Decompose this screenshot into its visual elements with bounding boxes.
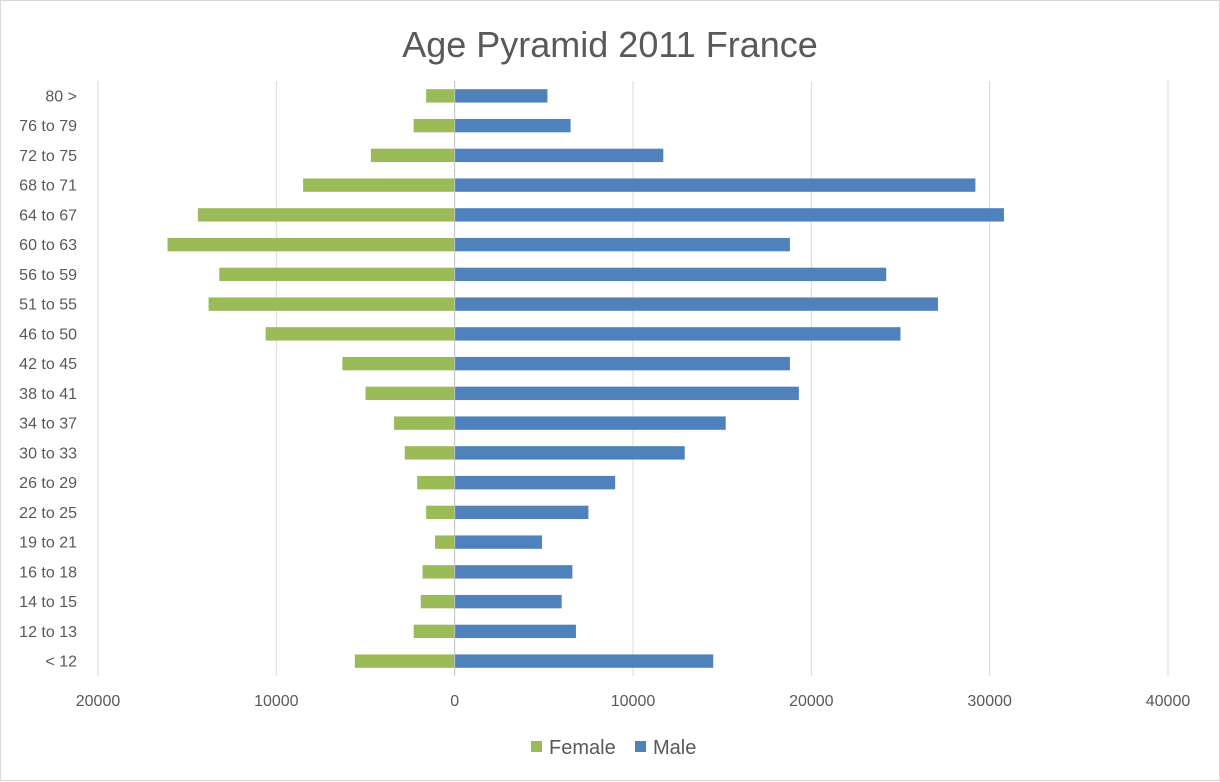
legend-label-female: Female: [549, 737, 616, 759]
bar-male: [454, 594, 562, 609]
bar-female: [404, 446, 455, 460]
bar-male: [454, 208, 1004, 222]
bar-female: [197, 208, 455, 222]
bar-male: [454, 386, 799, 401]
y-tick-label: < 12: [45, 654, 77, 671]
bar-male: [454, 356, 790, 371]
bar-female: [435, 535, 455, 549]
bar-female: [370, 148, 455, 163]
x-tick-label: 20000: [789, 693, 834, 710]
bar-female: [303, 178, 455, 192]
y-tick-label: 56 to 59: [19, 267, 77, 284]
bar-female: [422, 565, 455, 579]
x-tick-label: 30000: [967, 693, 1012, 710]
y-tick-label: 76 to 79: [19, 118, 77, 135]
y-tick-label: 12 to 13: [19, 624, 77, 641]
gridlines: [97, 81, 1169, 676]
bar-female: [208, 297, 455, 311]
bar-male: [454, 565, 573, 579]
bar-male: [454, 89, 548, 103]
y-tick-label: 14 to 15: [19, 594, 77, 611]
bar-male: [454, 505, 589, 520]
y-tick-label: 38 to 41: [19, 386, 77, 403]
bar-female: [354, 654, 455, 668]
bar-male: [454, 475, 616, 490]
bar-female: [426, 89, 455, 103]
bar-male: [454, 148, 664, 163]
bar-female: [167, 237, 455, 252]
y-tick-label: 26 to 29: [19, 475, 77, 492]
bar-male: [454, 535, 543, 549]
y-tick-label: 72 to 75: [19, 148, 77, 165]
bar-male: [454, 297, 938, 311]
x-tick-label: 10000: [611, 693, 656, 710]
y-tick-label: 46 to 50: [19, 326, 77, 343]
y-tick-label: 51 to 55: [19, 297, 77, 314]
y-tick-label: 22 to 25: [19, 505, 77, 522]
legend-swatch-female: [531, 741, 542, 752]
bars: [167, 89, 1004, 668]
axes: 20000 10000 0 10000 20000 30000 40000 80 > 76 to…: [19, 81, 1190, 710]
bar-female: [219, 267, 455, 282]
x-tick-label: 20000: [76, 693, 121, 710]
bar-female: [365, 386, 455, 401]
y-tick-label: 16 to 18: [19, 564, 77, 581]
bar-male: [454, 267, 887, 282]
chart-title: Age Pyramid 2011 France: [402, 24, 818, 65]
bar-male: [454, 446, 685, 460]
bar-male: [454, 237, 790, 252]
bar-female: [413, 624, 455, 639]
y-tick-label: 60 to 63: [19, 237, 77, 254]
y-tick-label: 80 >: [45, 88, 77, 105]
y-tick-label: 64 to 67: [19, 207, 77, 224]
x-tick-label: 40000: [1146, 693, 1191, 710]
bar-female: [413, 118, 455, 133]
bar-female: [394, 416, 455, 430]
y-tick-label: 19 to 21: [19, 535, 77, 552]
bar-male: [454, 118, 571, 133]
y-tick-label: 30 to 33: [19, 445, 77, 462]
x-tick-label: 0: [450, 693, 459, 710]
bar-male: [454, 654, 714, 668]
bar-female: [342, 356, 455, 371]
bar-male: [454, 416, 726, 430]
legend: Female Male: [531, 737, 696, 759]
y-tick-label: 68 to 71: [19, 178, 77, 195]
bar-female: [426, 505, 455, 520]
legend-label-male: Male: [653, 737, 696, 759]
bar-male: [454, 624, 576, 639]
bar-female: [417, 475, 455, 490]
bar-female: [265, 327, 455, 341]
y-tick-label: 42 to 45: [19, 356, 77, 373]
legend-swatch-male: [635, 741, 646, 752]
bar-male: [454, 178, 976, 192]
y-tick-label: 34 to 37: [19, 416, 77, 433]
bar-male: [454, 327, 901, 341]
bar-female: [420, 594, 455, 609]
x-tick-label: 10000: [254, 693, 299, 710]
